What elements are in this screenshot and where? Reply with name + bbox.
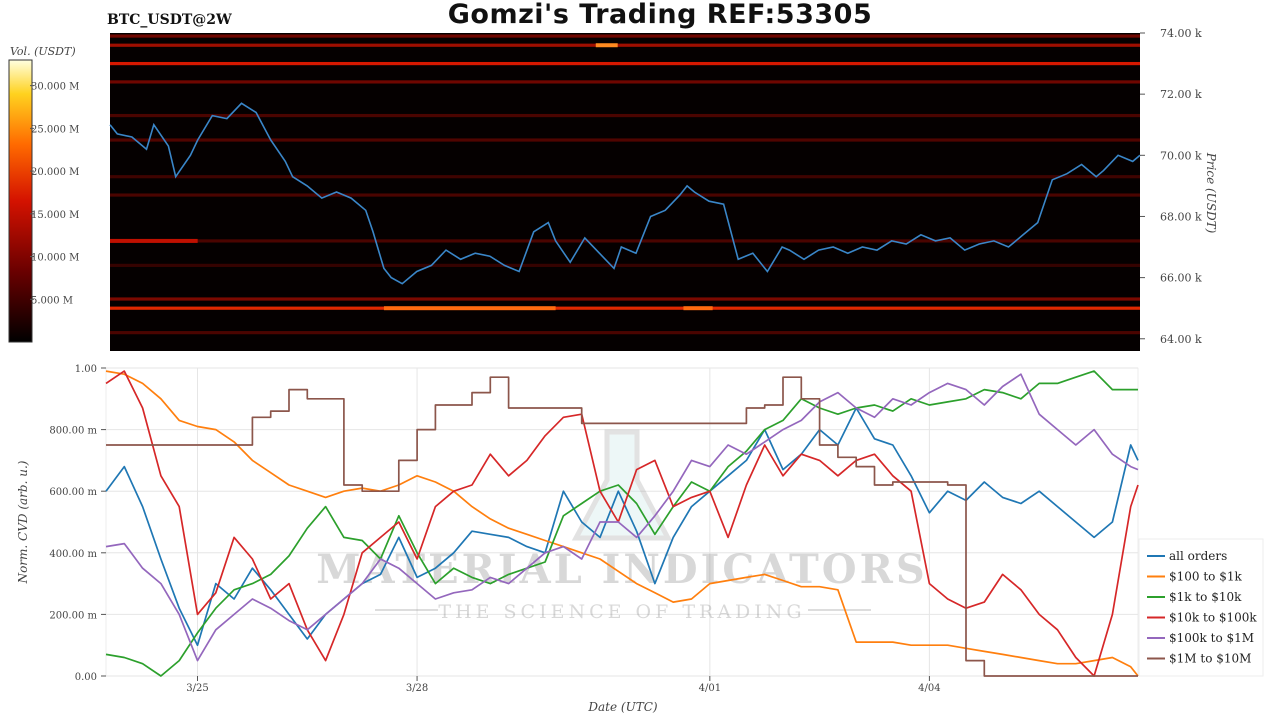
cvd-series-line (105, 370, 1139, 677)
price-tick-label: 70.00 k (1160, 149, 1202, 162)
cvd-series-line (106, 376, 1138, 677)
legend-item-label: $1M to $10M (1169, 652, 1251, 666)
legend-item-label: all orders (1169, 549, 1227, 563)
orderbook-level (110, 34, 1140, 38)
price-tick-label: 66.00 k (1160, 272, 1202, 285)
orderbook-hot-segment (110, 238, 198, 243)
watermark-line2: THE SCIENCE OF TRADING (438, 601, 805, 623)
cvd-series-line (105, 370, 1139, 677)
legend-item-label: $100k to $1M (1169, 631, 1254, 645)
orderbook-level (110, 306, 1140, 310)
orderbook-level (110, 175, 1140, 179)
cvd-axis-label: Norm. CVD (arb. u.) (16, 460, 30, 584)
colorbar-tick-label: 10.000 M (31, 253, 79, 264)
legend-item-label: $10k to $100k (1169, 611, 1257, 625)
legend-item-label: $1k to $10k (1169, 590, 1242, 604)
legend (1138, 538, 1264, 677)
watermark-line1: MATERIAL INDICATORS (316, 546, 928, 593)
orderbook-level (110, 61, 1140, 66)
orderbook-hot-segment (683, 306, 713, 311)
symbol-label: BTC_USDT@2W (107, 12, 232, 28)
cvd-series-line (105, 407, 1139, 647)
x-tick-label: 3/25 (186, 683, 208, 694)
orderbook-level (110, 80, 1140, 84)
flask-icon (571, 429, 673, 541)
price-axis-label: Price (USDT) (1204, 152, 1218, 234)
orderbook-hot-segment (383, 306, 556, 311)
price-tick-label: 72.00 k (1160, 88, 1202, 101)
orderbook-level (110, 331, 1140, 335)
colorbar-tick-label: 30.000 M (31, 82, 79, 93)
cvd-series-line (105, 373, 1139, 662)
cvd-y-tick-label: 1.00 (75, 364, 97, 375)
colorbar-tick-label: 20.000 M (31, 167, 79, 178)
orderbook-level (110, 43, 1140, 47)
price-tick-label: 68.00 k (1160, 210, 1202, 223)
cvd-y-tick-label: 0.00 (75, 672, 97, 683)
chart-title: Gomzi's Trading REF:53305 (447, 0, 873, 30)
orderbook-level (110, 193, 1140, 197)
colorbar-label: Vol. (USDT) (10, 45, 76, 58)
price-tick-label: 64.00 k (1160, 333, 1202, 346)
orderbook-level (110, 297, 1140, 301)
legend-item-label: $100 to $1k (1169, 570, 1242, 584)
price-tick-label: 74.00 k (1160, 27, 1202, 40)
orderbook-level (110, 113, 1140, 118)
colorbar-tick-label: 15.000 M (31, 210, 79, 221)
x-tick-label: 4/04 (918, 683, 940, 694)
colorbar (8, 59, 33, 343)
x-tick-label: 4/01 (699, 683, 721, 694)
x-axis-label: Date (UTC) (587, 700, 657, 714)
cvd-y-tick-label: 200.00 m (49, 610, 97, 621)
x-tick-label: 3/28 (406, 683, 428, 694)
orderbook-level (110, 239, 1140, 243)
cvd-y-tick-label: 800.00 m (49, 426, 97, 437)
orderbook-level (110, 263, 1140, 267)
cvd-y-tick-label: 600.00 m (49, 487, 97, 498)
colorbar-tick-label: 25.000 M (31, 124, 79, 135)
orderbook-level (110, 138, 1140, 142)
colorbar-tick-label: 5.000 M (31, 295, 73, 306)
cvd-y-tick-label: 400.00 m (49, 549, 97, 560)
price-line (109, 102, 1141, 285)
orderbook-hot-segment (595, 43, 618, 48)
